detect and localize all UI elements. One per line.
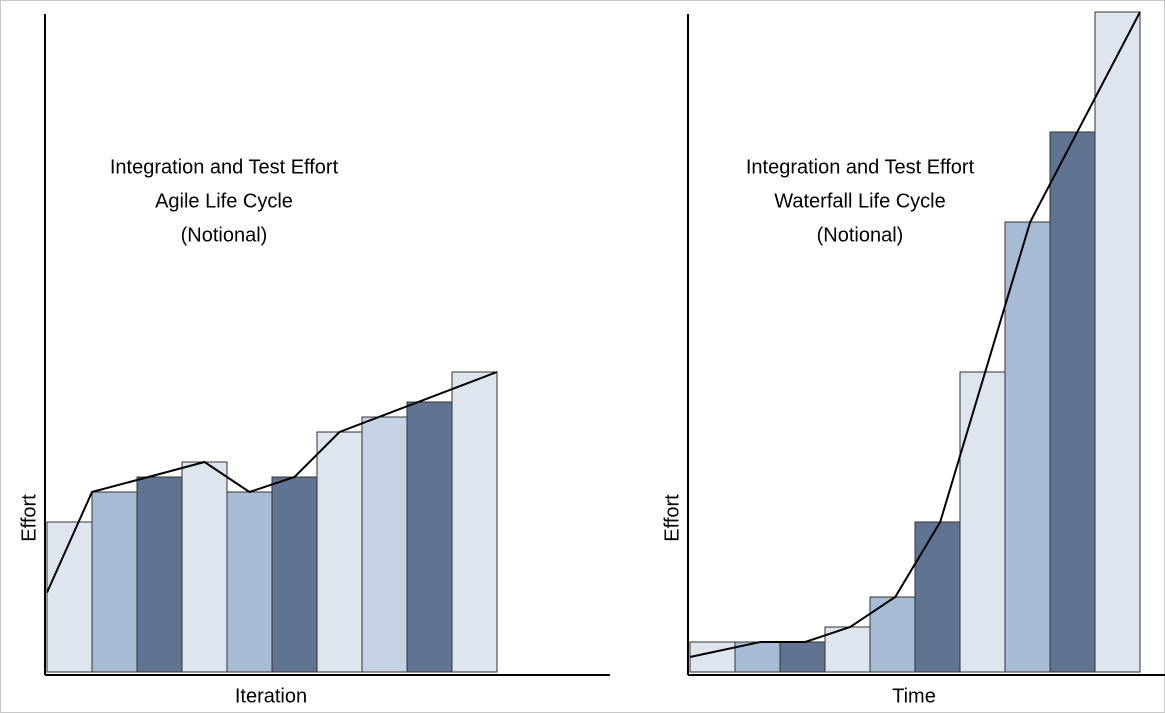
bar xyxy=(316,431,363,673)
bar xyxy=(779,641,826,673)
bar xyxy=(959,371,1006,673)
chart-title: Waterfall Life Cycle xyxy=(774,190,946,212)
bar xyxy=(1004,221,1051,673)
y-axis-label: Effort xyxy=(18,494,40,542)
x-axis-label: Time xyxy=(892,685,936,707)
bar xyxy=(689,641,736,673)
bar xyxy=(914,521,961,673)
bar xyxy=(136,476,183,673)
chart-title: Integration and Test Effort xyxy=(110,156,339,178)
trend-line xyxy=(46,371,498,593)
bar xyxy=(91,491,138,673)
x-axis-label: Iteration xyxy=(235,685,307,707)
bar xyxy=(271,476,318,673)
bar xyxy=(1049,131,1096,673)
chart-title: (Notional) xyxy=(817,224,904,246)
trend-line xyxy=(689,11,1141,658)
chart-title: (Notional) xyxy=(181,224,268,246)
chart-title: Agile Life Cycle xyxy=(155,190,293,212)
bar xyxy=(734,641,781,673)
bar xyxy=(46,521,93,673)
bar xyxy=(451,371,498,673)
chart-title: Integration and Test Effort xyxy=(746,156,975,178)
bar xyxy=(824,626,871,673)
y-axis-label: Effort xyxy=(661,494,683,542)
bar xyxy=(406,401,453,673)
bar xyxy=(1094,11,1141,673)
bar xyxy=(181,461,228,673)
bar xyxy=(226,491,273,673)
bar xyxy=(361,416,408,673)
